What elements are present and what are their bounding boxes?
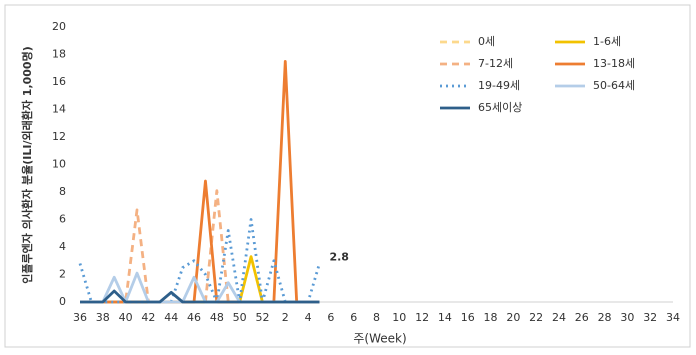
x-tick-label: 46 (187, 311, 201, 324)
x-tick-label: 4 (305, 311, 312, 324)
legend-label: 50-64세 (593, 79, 635, 92)
y-tick-label: 20 (52, 20, 66, 33)
x-tick-label: 12 (415, 311, 429, 324)
y-tick-label: 2 (59, 268, 66, 281)
x-tick-label: 6 (327, 311, 334, 324)
legend-label: 19-49세 (478, 79, 520, 92)
x-tick-label: 50 (233, 311, 247, 324)
y-tick-label: 16 (52, 75, 66, 88)
x-tick-label: 40 (119, 311, 133, 324)
x-tick-label: 22 (529, 311, 543, 324)
y-tick-label: 6 (59, 213, 66, 226)
x-tick-label: 8 (373, 311, 380, 324)
legend-label: 1-6세 (593, 35, 621, 48)
x-tick-label: 34 (666, 311, 680, 324)
y-tick-label: 14 (52, 103, 66, 116)
x-tick-label: 52 (255, 311, 269, 324)
y-tick-label: 0 (59, 295, 66, 308)
x-tick-label: 2 (282, 311, 289, 324)
x-tick-label: 42 (141, 311, 155, 324)
y-tick-label: 4 (59, 240, 66, 253)
legend-label: 7-12세 (478, 57, 513, 70)
x-tick-label: 24 (552, 311, 566, 324)
y-tick-label: 12 (52, 130, 66, 143)
y-tick-label: 18 (52, 48, 66, 61)
x-tick-label: 26 (575, 311, 589, 324)
x-tick-label: 6 (350, 311, 357, 324)
data-label: 2.8 (329, 251, 349, 264)
x-tick-label: 36 (73, 311, 87, 324)
x-tick-label: 28 (598, 311, 612, 324)
x-tick-label: 20 (506, 311, 520, 324)
series-line (80, 289, 320, 304)
x-axis-title: 주(Week) (353, 332, 406, 346)
x-tick-label: 38 (96, 311, 110, 324)
y-tick-label: 8 (59, 185, 66, 198)
legend-label: 65세이상 (478, 101, 522, 114)
series-line (80, 59, 320, 304)
x-tick-label: 18 (484, 311, 498, 324)
x-tick-label: 10 (392, 311, 406, 324)
x-tick-label: 30 (620, 311, 634, 324)
x-tick-label: 16 (461, 311, 475, 324)
x-tick-label: 32 (643, 311, 657, 324)
x-tick-label: 14 (438, 311, 452, 324)
legend-label: 0세 (478, 35, 495, 48)
legend-label: 13-18세 (593, 57, 635, 70)
y-axis-title: 인플루엔자 의사환자 분율(ILI/외래환자 1,000명) (20, 46, 34, 283)
x-tick-label: 48 (210, 311, 224, 324)
x-tick-label: 44 (164, 311, 178, 324)
y-tick-label: 10 (52, 158, 66, 171)
